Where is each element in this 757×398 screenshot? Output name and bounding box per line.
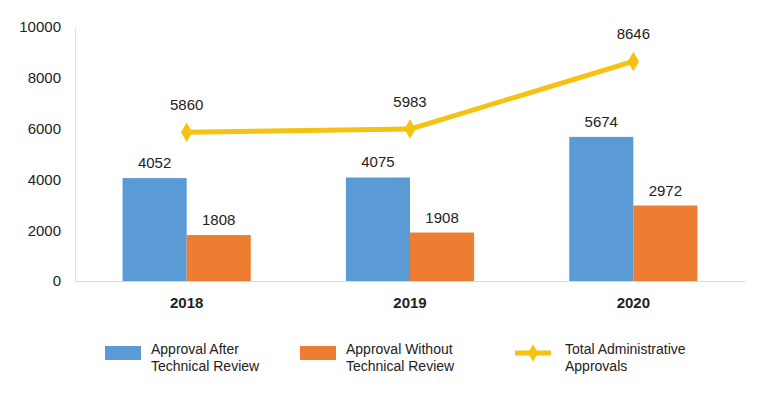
legend-swatch [105,346,141,360]
y-tick-label: 4000 [28,171,61,188]
data-label: 1908 [425,209,458,226]
data-label: 4075 [361,153,394,170]
y-tick: 4000 [28,171,75,188]
legend-label: Approval AfterTechnical Review [151,341,260,374]
y-tick-label: 6000 [28,120,61,137]
data-label: 8646 [617,25,650,42]
bar [569,137,633,281]
y-tick: 10000 [19,18,75,35]
x-tick-label: 2018 [170,294,203,311]
x-tick: 2020 [617,281,650,311]
data-label: 4052 [138,154,171,171]
data-label: 5983 [393,93,426,110]
data-label: 5674 [585,113,618,130]
y-tick: 2000 [28,222,75,239]
marker [404,119,415,139]
bar [633,206,697,281]
y-axis: 0 2000 4000 6000 8000 10000 [19,18,75,289]
y-tick-label: 0 [53,272,61,289]
legend-item: Approval WithoutTechnical Review [300,341,455,374]
y-tick-label: 2000 [28,222,61,239]
legend-label: Approval WithoutTechnical Review [346,341,455,374]
bar [410,233,474,281]
data-labels: 4052 4075 5674 1808 1908 2972 5860 5983 8646 [138,25,682,228]
bar [187,235,251,281]
data-label: 5860 [170,96,203,113]
legend-label: Total AdministrativeApprovals [565,341,686,374]
legend-item: Approval AfterTechnical Review [105,341,260,374]
y-tick-label: 10000 [19,18,61,35]
x-tick: 2019 [393,281,426,311]
y-axis-line [75,28,76,282]
bar [123,178,187,281]
y-tick: 6000 [28,120,75,137]
marker [628,52,639,72]
marker [181,122,192,142]
data-label: 2972 [649,182,682,199]
y-tick-label: 8000 [28,69,61,86]
marks [123,52,698,281]
x-tick-label: 2019 [393,294,426,311]
legend-marker [528,344,538,362]
legend-swatch [300,346,336,360]
x-axis-line [76,281,746,282]
y-tick: 8000 [28,69,75,86]
x-tick-label: 2020 [617,294,650,311]
chart: 0200040006000800010000201820192020405240… [0,0,757,398]
data-label: 1808 [202,211,235,228]
legend: Approval AfterTechnical Review Approval W… [105,341,686,374]
x-axis: 2018 2019 2020 [76,281,746,311]
y-tick: 0 [53,272,75,289]
x-tick: 2018 [170,281,203,311]
bar [346,177,410,281]
legend-item: Total AdministrativeApprovals [515,341,686,374]
